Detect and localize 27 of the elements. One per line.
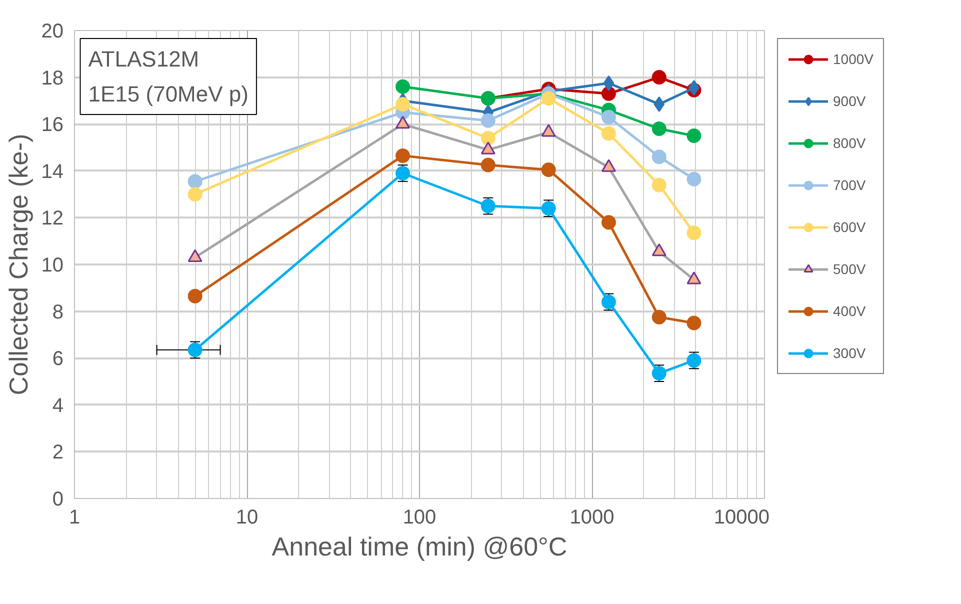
y-tick-label: 20 <box>41 20 64 42</box>
legend-label: 400V <box>833 303 866 319</box>
legend-label: 700V <box>833 177 866 193</box>
legend-label: 1000V <box>833 51 874 67</box>
y-tick-label: 16 <box>41 114 64 136</box>
y-tick-label: 4 <box>52 394 64 417</box>
y-tick-label: 8 <box>52 301 64 324</box>
x-tick-label: 1 <box>68 506 80 528</box>
y-tick-label: 18 <box>41 67 64 90</box>
y-tick-label: 14 <box>41 160 64 183</box>
y-tick-label: 10 <box>41 254 64 276</box>
y-tick-label: 0 <box>52 488 64 510</box>
x-tick-label: 100 <box>402 506 436 528</box>
x-tick-label: 10 <box>236 506 258 528</box>
x-tick-label: 1000 <box>570 506 614 528</box>
legend-label: 600V <box>833 219 866 235</box>
y-tick-label: 12 <box>41 208 64 230</box>
legend-label: 300V <box>833 345 866 361</box>
legend-label: 800V <box>833 135 866 151</box>
legend-label: 900V <box>833 93 866 109</box>
y-axis-title: Collected Charge (ke-) <box>3 134 34 396</box>
x-tick-label: 10000 <box>714 506 770 528</box>
y-tick-label: 6 <box>52 348 64 370</box>
legend-label: 500V <box>833 261 866 277</box>
annotation: ATLAS12M 1E15 (70MeV p) <box>88 46 248 106</box>
y-tick-label: 2 <box>52 442 64 464</box>
x-axis-title: Anneal time (min) @60°C <box>272 532 568 562</box>
